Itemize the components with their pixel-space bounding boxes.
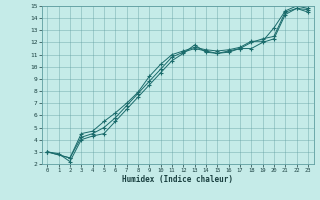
X-axis label: Humidex (Indice chaleur): Humidex (Indice chaleur) (122, 175, 233, 184)
